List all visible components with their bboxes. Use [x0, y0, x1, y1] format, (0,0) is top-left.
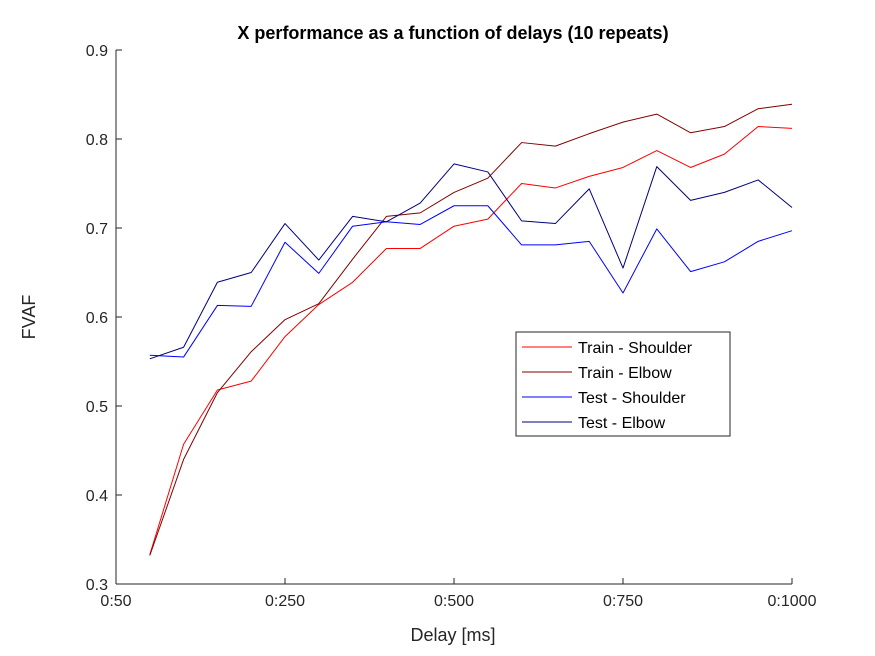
y-tick-label: 0.9	[86, 43, 108, 60]
series-line-4	[149, 163, 793, 360]
legend-label: Test - Shoulder	[578, 390, 686, 407]
legend-box	[515, 331, 731, 437]
y-tick-label: 0.3	[86, 577, 108, 594]
series-line-1	[149, 126, 793, 555]
series-line-2	[149, 103, 793, 556]
series-line-3	[149, 205, 793, 358]
y-tick-label: 0.4	[86, 488, 108, 505]
chart-title: X performance as a function of delays (1…	[237, 23, 668, 43]
x-tick-label: 0:250	[265, 593, 305, 610]
y-tick-label: 0.5	[86, 399, 108, 416]
x-tick-label: 0:50	[100, 593, 131, 610]
y-tick-label: 0.6	[86, 310, 108, 327]
x-tick-label: 0:500	[434, 593, 474, 610]
x-tick-label: 0:1000	[768, 593, 817, 610]
x-tick-label: 0:750	[603, 593, 643, 610]
tick-marks: 0:50 0:250 0:500 0:750 0:1000 0.3 0.4 0.5 0.6 0.7…	[86, 43, 817, 610]
series-lines	[149, 103, 793, 556]
y-tick-label: 0.8	[86, 132, 108, 149]
x-axis-label: Delay [ms]	[410, 625, 495, 645]
plot-area	[116, 50, 792, 584]
plot-background	[116, 50, 792, 584]
legend-label: Test - Elbow	[578, 415, 666, 432]
y-axis-label: FVAF	[19, 295, 39, 340]
y-tick-label: 0.7	[86, 221, 108, 238]
legend-label: Train - Elbow	[578, 365, 672, 382]
legend-label: Train - Shoulder	[578, 340, 693, 357]
legend: Train - Shoulder Train - Elbow Test - Shou…	[515, 331, 731, 437]
